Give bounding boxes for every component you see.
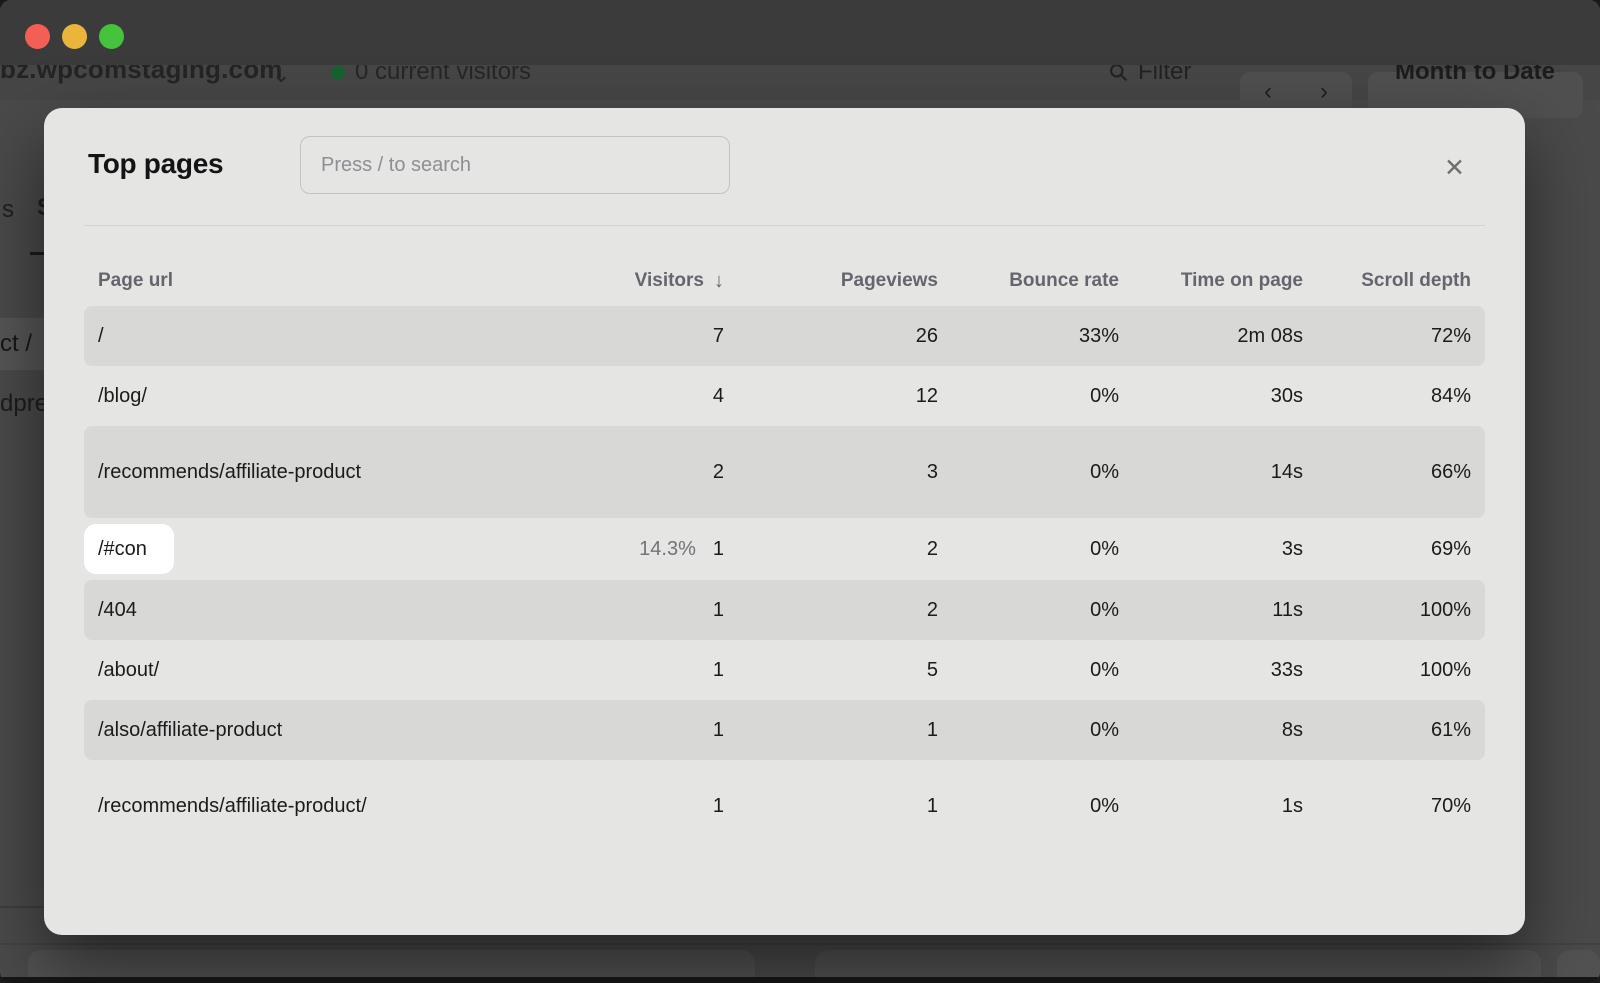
- bounce-rate-value: 0%: [1090, 537, 1119, 560]
- visitors-value: 4: [712, 384, 724, 407]
- table-row[interactable]: /#con 14.3% 1 2 0% 3s 69%: [84, 518, 1485, 580]
- scroll-depth-value: 66%: [1430, 460, 1471, 483]
- background-divider: [0, 943, 1600, 945]
- bounce-rate-value: 0%: [1090, 794, 1119, 817]
- visitors-value: 7: [712, 324, 724, 347]
- bounce-rate-value: 0%: [1090, 718, 1119, 741]
- bounce-rate-value: 0%: [1090, 598, 1119, 621]
- page-url[interactable]: /: [98, 324, 104, 347]
- pageviews-value: 1: [926, 794, 938, 817]
- pageviews-value: 2: [926, 537, 938, 560]
- minimize-window-button[interactable]: [62, 24, 87, 49]
- table-row[interactable]: /about/ 1 5 0% 33s 100%: [84, 640, 1485, 700]
- page-url[interactable]: /recommends/affiliate-product: [98, 460, 362, 483]
- scroll-depth-value: 61%: [1430, 718, 1471, 741]
- pageviews-value: 1: [926, 718, 938, 741]
- time-on-page-value: 1s: [1281, 794, 1303, 817]
- visitors-value: 1: [712, 598, 724, 621]
- table-row[interactable]: /blog/ 4 12 0% 30s 84%: [84, 366, 1485, 426]
- time-on-page-value: 11s: [1272, 598, 1303, 621]
- time-on-page-value: 2m 08s: [1237, 324, 1303, 347]
- background-text-fragment: ct /: [0, 330, 33, 357]
- column-header-bounce-rate[interactable]: Bounce rate: [1009, 270, 1119, 291]
- page-url[interactable]: /#con: [84, 524, 174, 575]
- visitors-value: 1: [712, 794, 724, 817]
- column-header-scroll-depth[interactable]: Scroll depth: [1361, 270, 1471, 291]
- scroll-depth-value: 70%: [1430, 794, 1471, 817]
- background-tab-fragment: s: [2, 196, 14, 223]
- close-window-button[interactable]: [25, 24, 50, 49]
- table-row[interactable]: / 7 26 33% 2m 08s 72%: [84, 306, 1485, 366]
- scroll-depth-value: 72%: [1430, 324, 1471, 347]
- window-bottom-edge: [0, 977, 1600, 983]
- tab-indicator: [30, 252, 44, 255]
- chevron-down-icon: ⌄: [272, 62, 291, 87]
- visitors-value: 1: [712, 718, 724, 741]
- pageviews-value: 3: [926, 460, 938, 483]
- close-icon[interactable]: ✕: [1440, 152, 1469, 185]
- scroll-depth-value: 100%: [1419, 598, 1471, 621]
- table-row[interactable]: /recommends/affiliate-product 2 3 0% 14s…: [84, 426, 1485, 518]
- page-url[interactable]: /recommends/affiliate-product/: [98, 795, 367, 818]
- macos-titlebar: [0, 0, 1600, 65]
- column-header-pageviews[interactable]: Pageviews: [840, 270, 938, 291]
- bounce-rate-value: 33%: [1078, 324, 1119, 347]
- page-url[interactable]: /about/: [98, 659, 160, 682]
- visitor-share-badge: 14.3%: [639, 537, 696, 560]
- scroll-depth-value: 100%: [1419, 658, 1471, 681]
- table-row[interactable]: /recommends/affiliate-product/ 1 1 0% 1s…: [84, 760, 1485, 852]
- sort-desc-icon: ↓: [714, 269, 724, 292]
- top-pages-modal: Top pages ✕ Page url Visitors ↓ Pageview…: [44, 108, 1525, 935]
- visitors-value: 1: [712, 537, 724, 560]
- scroll-depth-value: 84%: [1430, 384, 1471, 407]
- chevron-left-icon: ‹: [1264, 78, 1272, 105]
- modal-title: Top pages: [88, 148, 224, 179]
- visitors-value: 1: [712, 658, 724, 681]
- page-url[interactable]: /404: [98, 599, 137, 622]
- chevron-right-icon: ›: [1320, 78, 1328, 105]
- search-input[interactable]: [300, 136, 730, 194]
- time-on-page-value: 8s: [1281, 718, 1303, 741]
- bounce-rate-value: 0%: [1090, 460, 1119, 483]
- pageviews-value: 26: [915, 324, 938, 347]
- page-url[interactable]: /blog/: [98, 384, 147, 407]
- background-highlight-band: [0, 318, 44, 370]
- column-header-visitors[interactable]: Visitors ↓: [634, 269, 724, 292]
- background-text-fragment: dpre: [0, 390, 49, 417]
- column-header-page-url[interactable]: Page url: [98, 270, 173, 291]
- table-row[interactable]: /also/affiliate-product 1 1 0% 8s 61%: [84, 700, 1485, 761]
- table-body: / 7 26 33% 2m 08s 72% /blog/ 4 12 0% 30: [84, 306, 1485, 852]
- time-on-page-value: 30s: [1270, 384, 1303, 407]
- scroll-depth-value: 69%: [1430, 537, 1471, 560]
- pageviews-value: 5: [926, 658, 938, 681]
- time-on-page-value: 14s: [1270, 460, 1303, 483]
- bounce-rate-value: 0%: [1090, 658, 1119, 681]
- time-on-page-value: 33s: [1270, 658, 1303, 681]
- header-divider: [84, 225, 1485, 226]
- online-dot-icon: [331, 66, 345, 80]
- visitors-value: 2: [712, 460, 724, 483]
- page-url[interactable]: /also/affiliate-product: [98, 719, 283, 742]
- background-divider: [0, 906, 44, 908]
- bounce-rate-value: 0%: [1090, 384, 1119, 407]
- table-header-row: Page url Visitors ↓ Pageviews Bounce rat…: [84, 256, 1485, 306]
- pageviews-value: 2: [926, 598, 938, 621]
- zoom-window-button[interactable]: [99, 24, 124, 49]
- time-on-page-value: 3s: [1281, 537, 1303, 560]
- table-row[interactable]: /404 1 2 0% 11s 100%: [84, 580, 1485, 641]
- column-header-time-on-page[interactable]: Time on page: [1180, 270, 1303, 291]
- pageviews-value: 12: [915, 384, 938, 407]
